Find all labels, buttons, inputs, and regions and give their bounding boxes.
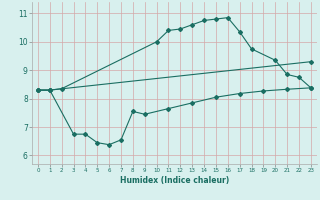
X-axis label: Humidex (Indice chaleur): Humidex (Indice chaleur) bbox=[120, 176, 229, 185]
